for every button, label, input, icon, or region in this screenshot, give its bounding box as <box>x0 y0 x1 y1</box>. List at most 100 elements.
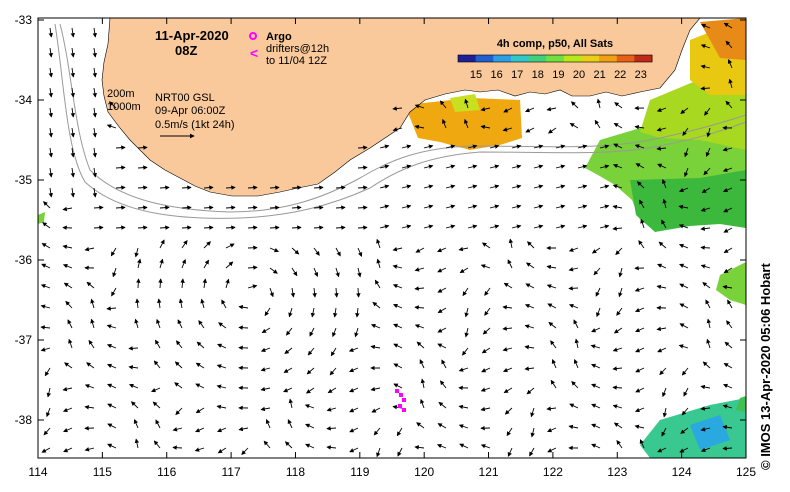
current-arrow <box>612 163 623 169</box>
current-arrow <box>40 347 51 352</box>
current-arrow <box>393 363 403 369</box>
current-arrow <box>464 307 469 318</box>
current-arrow <box>706 127 711 138</box>
current-arrow <box>574 338 580 349</box>
current-arrow <box>225 225 236 230</box>
current-arrow <box>42 222 51 229</box>
current-arrow <box>511 144 522 149</box>
current-arrow <box>329 367 337 376</box>
current-arrow <box>445 184 456 189</box>
current-arrow <box>203 241 211 249</box>
current-arrow <box>662 198 667 209</box>
current-arrow <box>178 298 184 309</box>
current-arrow <box>419 359 425 369</box>
current-arrow <box>437 267 447 273</box>
current-arrow <box>614 102 623 109</box>
current-arrow <box>241 447 249 456</box>
current-arrow <box>128 346 139 351</box>
current-arrow <box>260 347 271 352</box>
current-arrow <box>596 307 601 318</box>
current-arrow <box>92 67 98 78</box>
colorbar-tick-label: 22 <box>614 69 626 81</box>
current-arrow <box>181 205 192 210</box>
current-arrow <box>41 243 51 249</box>
colorbar-swatch <box>510 55 530 62</box>
current-arrow <box>437 327 447 333</box>
current-arrow <box>332 307 338 318</box>
current-arrow <box>159 205 170 210</box>
current-arrow <box>313 205 324 210</box>
current-arrow <box>195 383 205 389</box>
current-arrow <box>107 423 117 429</box>
current-arrow <box>195 407 205 414</box>
current-arrow <box>392 106 403 111</box>
current-arrow <box>283 367 293 373</box>
current-arrow <box>437 247 447 253</box>
current-arrow <box>86 281 95 289</box>
current-arrow <box>115 225 126 230</box>
current-arrow <box>92 87 98 98</box>
current-arrow <box>43 201 51 209</box>
current-arrow <box>445 144 456 149</box>
current-arrow <box>445 164 456 169</box>
current-arrow <box>547 303 557 309</box>
current-arrow <box>555 164 566 169</box>
current-arrow <box>128 383 139 389</box>
current-arrow <box>392 264 403 269</box>
sst-colorbar: 4h comp, p50, All Sats 15 16 17 18 19 20 21 22 2… <box>457 38 653 81</box>
current-arrow <box>393 383 403 389</box>
current-arrow <box>568 424 579 430</box>
current-arrow <box>445 204 456 209</box>
current-arrow <box>41 447 51 453</box>
current-arrow <box>137 165 148 170</box>
current-arrow <box>379 224 390 229</box>
current-arrow <box>511 164 522 169</box>
current-arrow <box>357 225 368 230</box>
current-arrow <box>62 206 73 212</box>
current-arrow <box>291 225 302 230</box>
colorbar-tick-label: 19 <box>552 69 564 81</box>
map-date: 11-Apr-2020 <box>155 28 229 43</box>
current-arrow <box>159 239 165 249</box>
colorbar-swatch <box>528 55 547 62</box>
current-arrow <box>464 98 469 109</box>
current-arrow <box>356 287 361 298</box>
current-arrow <box>590 344 601 349</box>
x-tick-label: 122 <box>543 465 563 479</box>
current-arrow <box>335 205 346 210</box>
current-arrow <box>723 22 733 29</box>
current-arrow <box>464 118 469 129</box>
current-arrow <box>172 445 183 450</box>
colorbar-tick-label: 21 <box>593 69 605 81</box>
current-arrow <box>313 185 324 190</box>
current-arrow <box>546 284 557 289</box>
current-arrow <box>724 341 733 349</box>
current-arrow <box>599 224 610 229</box>
current-arrow <box>570 101 579 109</box>
current-arrow <box>155 419 161 429</box>
colorbar-tick-label: 20 <box>573 69 585 81</box>
y-tick-label: -35 <box>15 173 33 187</box>
current-arrow <box>555 144 566 149</box>
argo-legend: Argo < drifters@12h to 11/04 12Z <box>249 31 329 67</box>
current-arrow <box>725 100 733 109</box>
current-arrow <box>115 185 126 190</box>
current-arrow <box>107 443 117 449</box>
x-tick-label: 125 <box>736 465 756 479</box>
current-arrow <box>291 267 298 277</box>
current-arrow <box>423 144 434 149</box>
current-arrow <box>524 303 535 309</box>
current-arrow <box>269 247 279 253</box>
current-arrow <box>525 127 535 133</box>
current-arrow <box>313 247 320 256</box>
current-arrow <box>638 240 645 249</box>
current-arrow <box>414 324 425 329</box>
current-arrow <box>326 445 337 450</box>
current-arrow <box>48 187 54 198</box>
current-arrow <box>480 106 491 112</box>
current-arrow <box>464 327 469 338</box>
currents-time: 09-Apr 06:00Z <box>155 105 226 117</box>
current-arrow <box>107 383 117 389</box>
current-arrow <box>372 301 381 309</box>
current-arrow <box>635 327 645 333</box>
